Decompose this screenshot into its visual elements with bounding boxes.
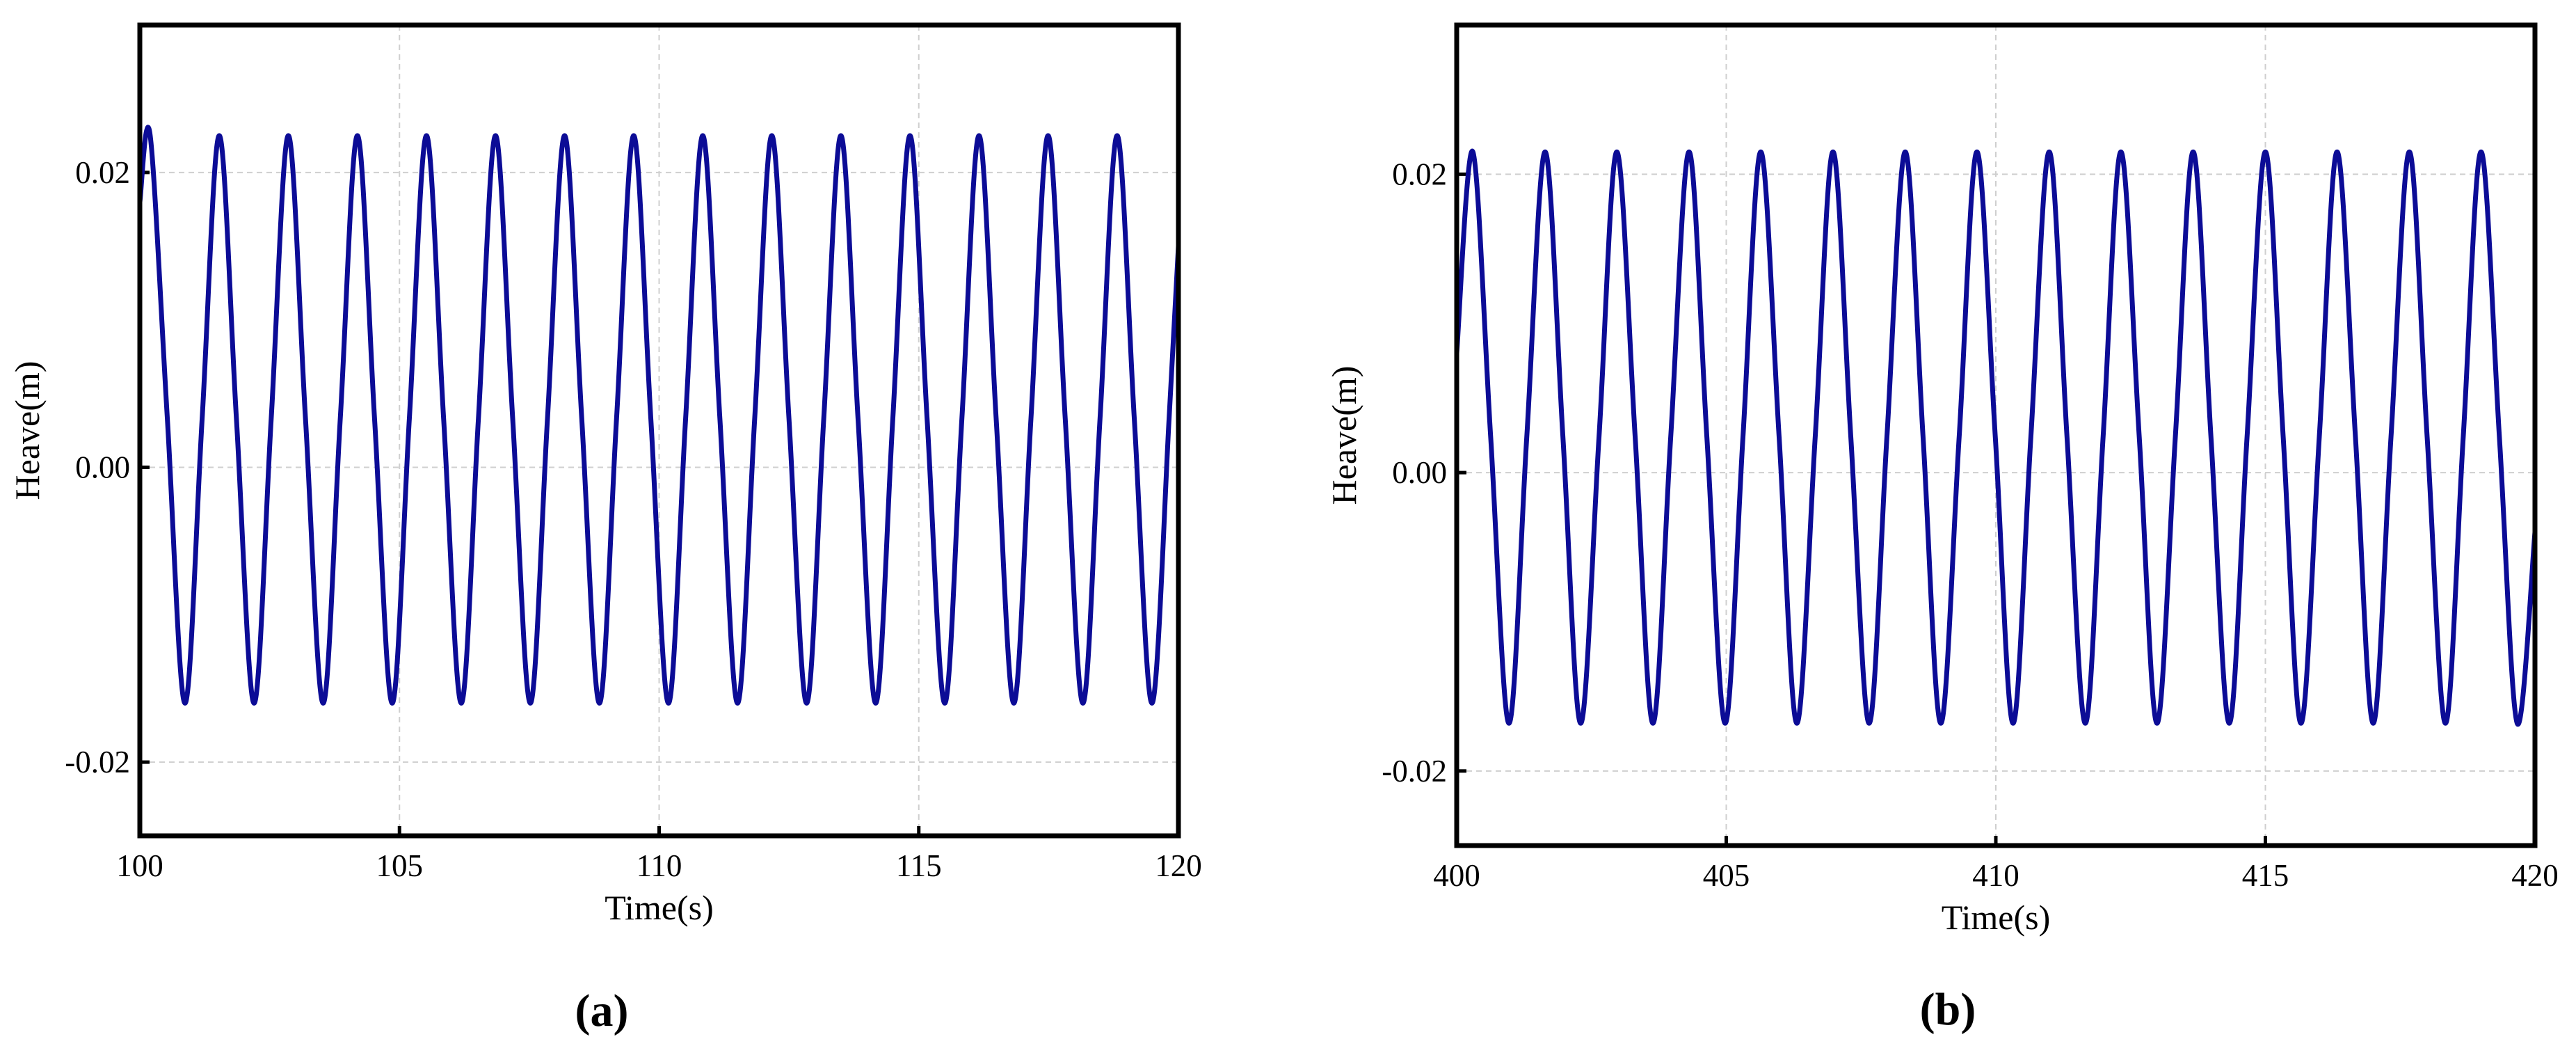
- y-tick-label: 0.00: [75, 450, 130, 484]
- plot-area: [140, 125, 1178, 706]
- y-tick-label: 0.00: [1392, 455, 1447, 490]
- x-tick-label: 400: [1433, 858, 1480, 893]
- x-tick-label: 405: [1703, 858, 1750, 893]
- x-tick-label: 420: [2511, 858, 2559, 893]
- plot-frame: [1454, 22, 2538, 848]
- x-tick-label: 100: [116, 848, 163, 883]
- panel-caption: (b): [1920, 984, 1976, 1035]
- y-tick-label: 0.02: [1392, 157, 1447, 191]
- y-axis-title: Heave(m): [1325, 366, 1363, 505]
- x-tick-label: 415: [2242, 858, 2289, 893]
- heave-line: [140, 125, 1178, 706]
- x-tick-label: 110: [637, 848, 682, 883]
- chart-panel: 100 105 110 115 120 -0.02 0.00 0.02 Time(s) Heave…: [8, 22, 1202, 1036]
- plot-area: [1457, 148, 2535, 727]
- chart-panel: 400 405 410 415 420 -0.02 0.00 0.02 Time(s) Heave…: [1325, 22, 2559, 1035]
- x-tick-label: 410: [1972, 858, 2019, 893]
- x-tick-label: 105: [376, 848, 424, 883]
- x-tick-label: 115: [896, 848, 942, 883]
- y-tick-label: -0.02: [65, 745, 130, 779]
- y-axis-title: Heave(m): [8, 361, 47, 500]
- y-tick-label: 0.02: [75, 155, 130, 190]
- x-axis-title: Time(s): [605, 888, 714, 927]
- panel-caption: (a): [575, 985, 629, 1036]
- x-axis-title: Time(s): [1942, 898, 2051, 937]
- heave-line: [1457, 148, 2535, 727]
- plot-frame: [137, 22, 1181, 839]
- x-tick-label: 120: [1155, 848, 1202, 883]
- y-tick-label: -0.02: [1382, 754, 1447, 789]
